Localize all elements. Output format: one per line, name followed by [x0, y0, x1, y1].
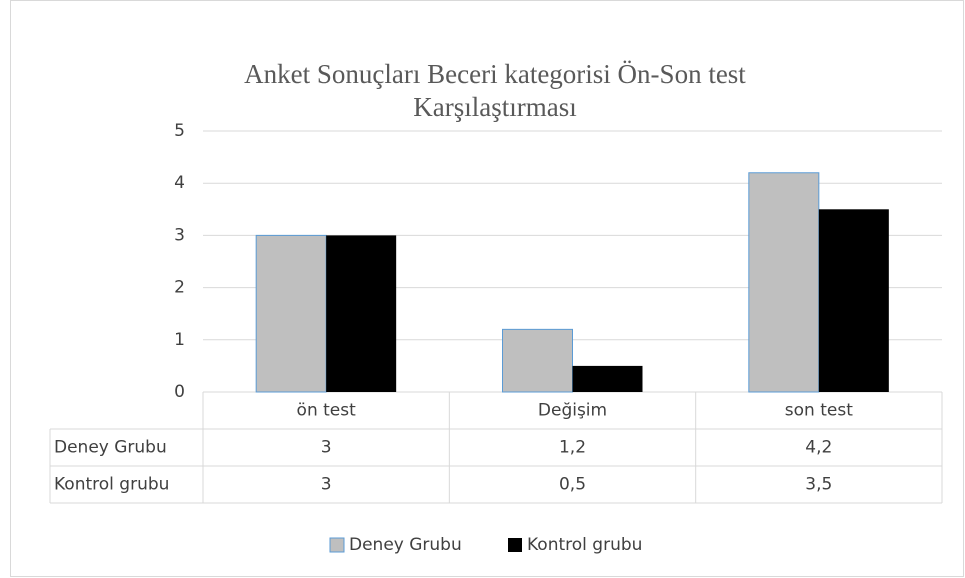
- legend-swatch: [508, 538, 522, 552]
- bar: [255, 234, 327, 393]
- y-tick-label: 1: [174, 330, 185, 350]
- x-tick-label: son test: [785, 401, 853, 421]
- y-tick-label: 5: [174, 121, 185, 141]
- bar: [748, 172, 820, 393]
- bar: [818, 209, 889, 392]
- table-cell: 3: [321, 438, 332, 458]
- table-cell: 1,2: [559, 438, 586, 458]
- table-row-label: Deney Grubu: [54, 438, 167, 458]
- table-cell: 3: [321, 475, 332, 495]
- y-tick-label: 3: [174, 225, 185, 245]
- y-tick-label: 4: [174, 173, 185, 193]
- table-cell: 3,5: [805, 475, 832, 495]
- legend-label: Deney Grubu: [349, 535, 462, 555]
- chart-border: [10, 0, 964, 577]
- x-tick-label: ön test: [297, 401, 357, 421]
- legend-label: Kontrol grubu: [527, 535, 642, 555]
- y-tick-label: 0: [174, 382, 185, 402]
- table-row-label: Kontrol grubu: [54, 475, 169, 495]
- bar: [326, 235, 397, 392]
- chart-title: Anket Sonuçları Beceri kategorisi Ön-Son…: [244, 59, 746, 122]
- legend-swatch: [329, 537, 345, 553]
- x-tick-label: Değişim: [538, 401, 607, 421]
- table-cell: 0,5: [559, 475, 586, 495]
- table-cell: 4,2: [805, 438, 832, 458]
- bar: [572, 365, 643, 392]
- bar: [502, 328, 573, 393]
- y-tick-label: 2: [174, 278, 185, 298]
